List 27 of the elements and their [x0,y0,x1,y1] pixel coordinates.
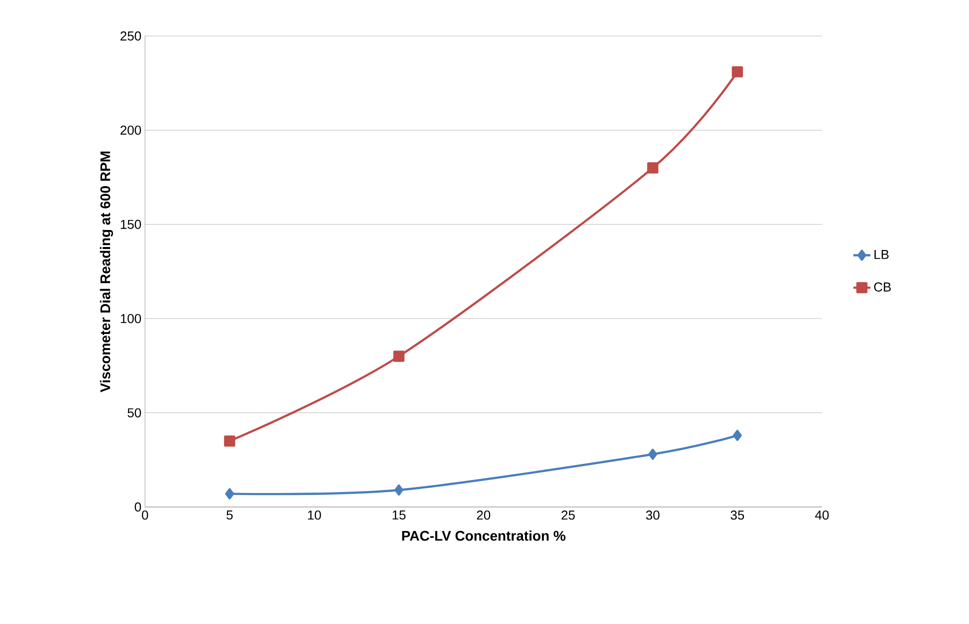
x-tick-label: 30 [646,510,660,520]
x-tick-label: 15 [392,510,406,520]
y-tick-label: 50 [128,408,141,418]
y-axis-title: Viscometer Dial Reading at 600 RPM [100,152,114,392]
x-tick-label: 40 [815,510,829,520]
x-tick-label: 5 [226,510,233,520]
legend-label: CB [874,282,891,292]
y-tick-label: 100 [120,314,141,324]
point [394,484,404,496]
y-tick-label: 0 [134,502,141,512]
point [647,162,658,174]
x-axis-title: PAC-LV Concentration % [402,530,566,541]
y-tick-label: 250 [120,31,141,41]
point [393,350,404,362]
x-tick-label: 10 [308,510,321,520]
x-tick-label: 35 [730,510,744,520]
point [224,435,236,447]
point [648,448,658,460]
x-tick-label: 25 [562,510,575,520]
x-tick-label: 20 [476,510,490,520]
legend-label: LB [874,250,889,259]
point [732,430,742,441]
x-tick-label: 0 [142,510,148,520]
point [225,488,234,500]
point [732,66,743,78]
y-tick-label: 150 [120,220,141,229]
y-tick-label: 200 [120,126,141,135]
